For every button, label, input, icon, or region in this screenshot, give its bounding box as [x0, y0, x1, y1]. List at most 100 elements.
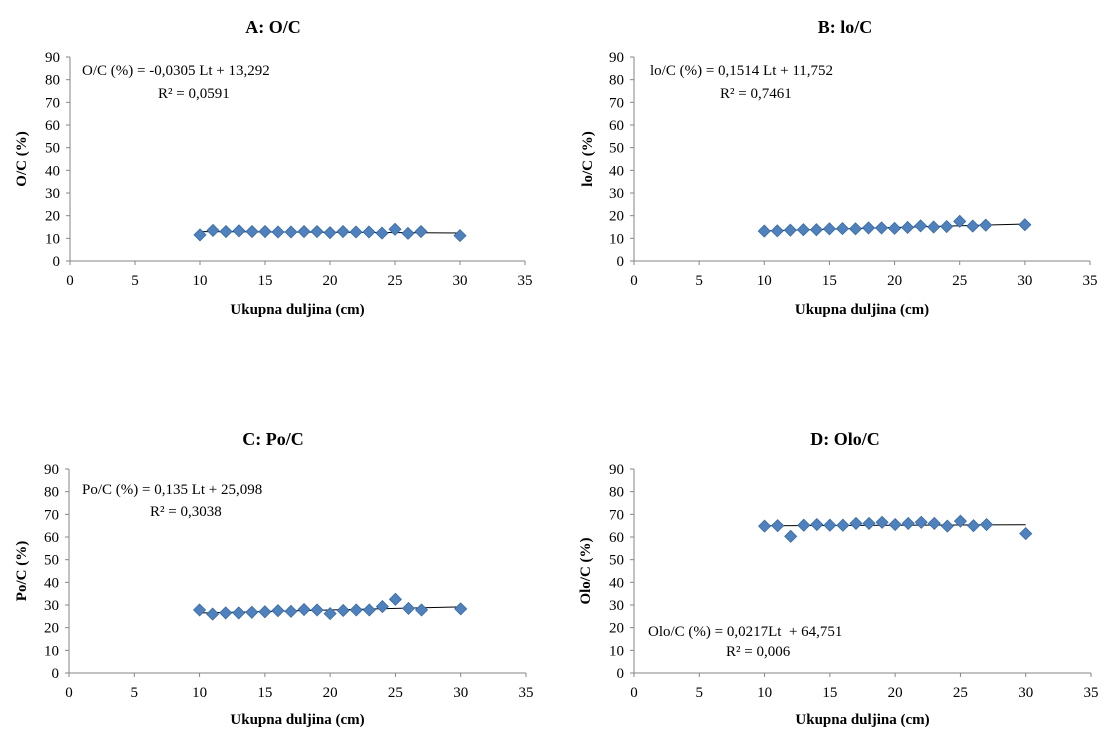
data-point — [297, 602, 311, 617]
data-point — [874, 221, 889, 235]
r-squared-label: R² = 0,0591 — [158, 86, 230, 102]
data-point — [323, 226, 337, 240]
x-tick-label: 0 — [630, 273, 638, 289]
y-tick-label: 10 — [44, 643, 59, 659]
y-tick-label: 30 — [609, 598, 624, 614]
r-squared-label: R² = 0,7461 — [720, 86, 792, 102]
x-tick-label: 35 — [518, 273, 533, 289]
trendline-equation: Po/C (%) = 0,135 Lt + 25,098 — [82, 482, 262, 498]
data-point — [310, 224, 324, 239]
data-point — [953, 514, 967, 528]
data-point — [232, 606, 246, 620]
data-point — [810, 517, 824, 532]
y-tick-label: 80 — [45, 73, 60, 89]
data-point — [206, 607, 220, 621]
data-point — [784, 529, 798, 543]
data-point — [336, 224, 350, 239]
data-point — [1018, 218, 1032, 232]
data-point — [271, 604, 285, 618]
x-tick-label: 15 — [258, 273, 273, 289]
y-tick-label: 0 — [617, 666, 625, 682]
x-tick-label: 15 — [257, 685, 272, 701]
data-point — [966, 219, 980, 233]
data-point — [953, 214, 967, 228]
x-tick-label: 5 — [696, 685, 704, 701]
data-point — [232, 224, 246, 238]
x-tick-label: 35 — [1083, 273, 1098, 289]
data-point — [901, 220, 915, 235]
data-point — [453, 229, 467, 243]
data-point — [388, 592, 402, 606]
y-tick-label: 0 — [53, 254, 61, 270]
x-tick-label: 25 — [388, 273, 403, 289]
chart-d: D: Olo/C 0 10 20 30 40 50 60 70 80 90 0 5 10 15 20 25 30 3… — [578, 429, 1099, 728]
x-tick-label: 0 — [66, 273, 74, 289]
data-point — [1019, 527, 1033, 541]
data-point — [835, 222, 850, 236]
x-tick-label: 0 — [630, 685, 638, 701]
y-tick-label: 30 — [45, 186, 60, 202]
data-point — [966, 519, 981, 533]
y-tick-label: 30 — [44, 598, 59, 614]
y-axis-title: Po/C (%) — [14, 541, 30, 601]
y-tick-label: 50 — [45, 141, 60, 157]
y-tick-label: 60 — [609, 530, 624, 546]
x-tick-label: 5 — [131, 685, 139, 701]
data-point — [245, 605, 259, 619]
data-point — [862, 516, 876, 530]
y-axis-title: O/C (%) — [14, 131, 30, 186]
y-tick-label: 70 — [45, 95, 60, 111]
y-tick-label: 30 — [609, 186, 624, 202]
data-point — [401, 601, 416, 615]
y-tick-label: 80 — [44, 485, 59, 501]
chart-title: A: O/C — [245, 17, 301, 37]
trendline-equation: lo/C (%) = 0,1514 Lt + 11,752 — [650, 63, 833, 79]
x-tick-label: 25 — [953, 685, 968, 701]
data-point — [914, 515, 928, 529]
y-tick-label: 90 — [45, 50, 60, 66]
data-point — [757, 224, 771, 238]
x-tick-label: 20 — [323, 685, 338, 701]
data-point — [388, 222, 402, 236]
data-point — [901, 516, 915, 530]
data-point — [836, 518, 850, 532]
data-point — [888, 517, 902, 532]
data-point — [297, 224, 311, 239]
chart-a: A: O/C 0 10 20 30 40 50 60 70 80 90 0 5 10 15 20 25 30 35 U… — [14, 17, 533, 318]
y-tick-label: 40 — [45, 163, 60, 179]
data-point — [258, 605, 272, 619]
y-tick-label: 0 — [617, 254, 625, 270]
x-tick-label: 35 — [519, 685, 534, 701]
chart-title: C: Po/C — [242, 429, 304, 449]
x-tick-label: 10 — [757, 685, 772, 701]
data-point — [875, 515, 889, 529]
x-tick-label: 10 — [193, 273, 208, 289]
data-point — [271, 225, 285, 239]
data-point — [861, 221, 876, 235]
data-point — [323, 607, 337, 621]
x-tick-label: 30 — [1017, 273, 1032, 289]
x-tick-label: 15 — [822, 685, 837, 701]
data-point — [796, 223, 810, 237]
data-point — [783, 223, 797, 237]
data-point — [414, 603, 429, 617]
x-tick-label: 0 — [65, 685, 73, 701]
data-point — [849, 516, 863, 530]
data-point — [336, 603, 350, 618]
data-point — [888, 221, 902, 235]
y-tick-label: 70 — [609, 507, 624, 523]
x-tick-label: 10 — [192, 685, 207, 701]
x-tick-label: 30 — [1018, 685, 1033, 701]
y-tick-label: 40 — [609, 163, 624, 179]
y-tick-label: 90 — [609, 462, 624, 478]
x-tick-label: 20 — [887, 273, 902, 289]
data-point — [193, 228, 207, 242]
y-tick-label: 10 — [45, 231, 60, 247]
data-point — [284, 225, 298, 239]
data-point — [454, 602, 468, 616]
trendline-equation: O/C (%) = -0,0305 Lt + 13,292 — [82, 63, 270, 79]
y-tick-label: 20 — [609, 209, 624, 225]
data-point — [770, 224, 784, 238]
data-point — [375, 226, 389, 240]
